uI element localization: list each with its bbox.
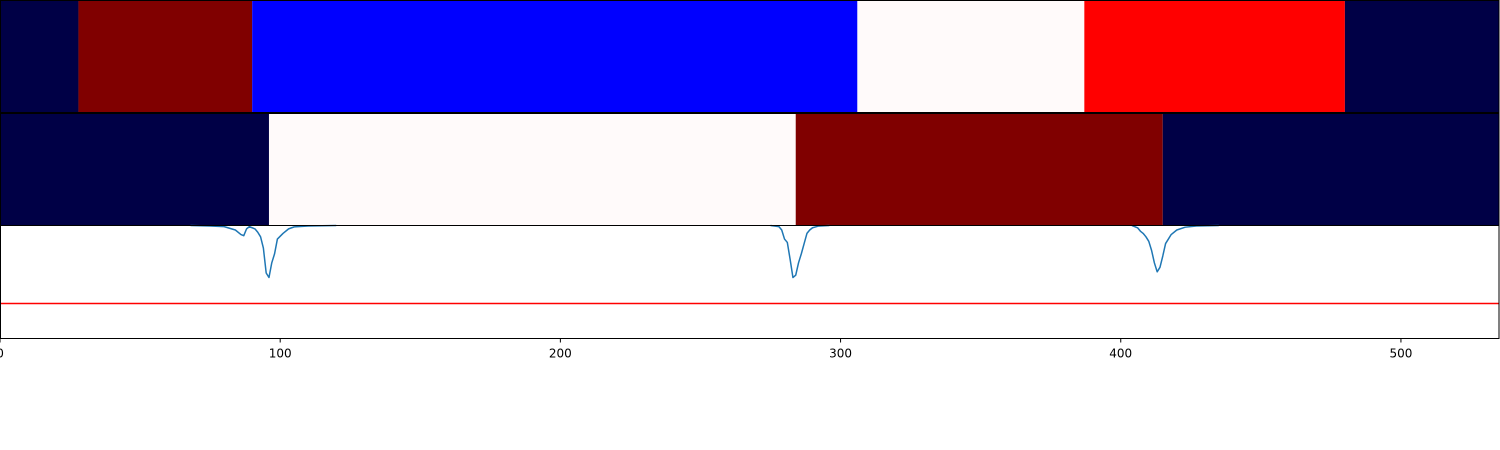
band1-segment-5 (1344, 0, 1499, 113)
x-tick-label-200: 200 (549, 347, 572, 361)
x-axis: 0 100 200 300 400 500 (0, 338, 1412, 361)
x-tick-label-400: 400 (1109, 347, 1132, 361)
signal-line-dip-0 (190, 224, 337, 279)
x-tick-label-500: 500 (1389, 347, 1412, 361)
signal-line-dip-1 (770, 224, 830, 279)
band1-segment-2 (252, 0, 858, 113)
band1-segment-1 (78, 0, 253, 113)
top-heatmap-band (0, 0, 1499, 113)
line-plot-panel (0, 224, 1499, 305)
band1-segment-4 (1084, 0, 1345, 113)
band2-segment-3 (1162, 113, 1499, 226)
band2-segment-0 (0, 113, 269, 226)
band1-segment-0 (0, 0, 79, 113)
band1-segment-3 (857, 0, 1085, 113)
band2-segment-1 (268, 113, 796, 226)
x-tick-label-0: 0 (0, 347, 4, 361)
x-tick-label-300: 300 (829, 347, 852, 361)
middle-heatmap-band (0, 113, 1499, 226)
panel-frame-1 (0, 0, 1500, 113)
axes-frames (0, 0, 1500, 339)
signal-line-dip-2 (1131, 224, 1219, 273)
band2-segment-2 (795, 113, 1163, 226)
panel-frame-3 (0, 225, 1500, 339)
x-tick-label-100: 100 (269, 347, 292, 361)
